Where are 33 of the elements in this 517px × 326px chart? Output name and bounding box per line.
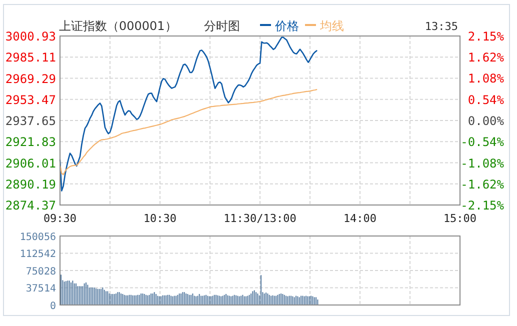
y-tick-label: 3000.93 (5, 30, 56, 44)
x-tick-label: 09:30 (43, 212, 77, 225)
y-tick-label: 2874.37 (5, 198, 56, 213)
y-tick-label: 37514 (26, 284, 56, 295)
y2-tick-label: 2.15% (468, 30, 505, 44)
legend-label: 价格 (274, 19, 299, 33)
y2-tick-label: -1.08% (460, 156, 505, 170)
x-tick-label: 10:30 (143, 212, 177, 225)
y-tick-label: 2969.29 (5, 72, 56, 86)
y2-tick-label: 1.08% (468, 72, 505, 86)
y2-tick-label: 0.54% (468, 92, 505, 107)
y-tick-label: 2953.47 (5, 92, 56, 107)
y-tick-label: 112542 (20, 249, 56, 260)
y2-tick-label: 1.62% (468, 50, 505, 64)
x-tick-label: 15:00 (443, 212, 477, 225)
y-tick-label: 2985.11 (5, 50, 56, 65)
y2-tick-label: -0.54% (460, 135, 505, 150)
y-tick-label: 2906.01 (5, 156, 56, 170)
y-tick-label: 2937.65 (5, 114, 56, 128)
y-tick-label: 150056 (20, 232, 56, 243)
text: 13:35 (424, 20, 458, 33)
legend-label: 均线 (319, 19, 344, 33)
y-tick-label: 2890.19 (5, 177, 56, 192)
y2-tick-label: -2.15% (460, 198, 505, 212)
y-tick-label: 0 (50, 300, 56, 312)
chart-title: 上证指数（000001） (59, 19, 177, 33)
x-tick-label: 14:00 (343, 212, 377, 225)
y-tick-label: 75028 (26, 266, 56, 278)
chart-subtitle: 分时图 (204, 19, 240, 33)
y2-tick-label: 0.00% (468, 114, 505, 128)
y2-tick-label: -1.62% (460, 178, 505, 192)
y-tick-label: 2921.83 (5, 135, 56, 150)
x-tick-label: 11:30/13:00 (224, 212, 296, 225)
